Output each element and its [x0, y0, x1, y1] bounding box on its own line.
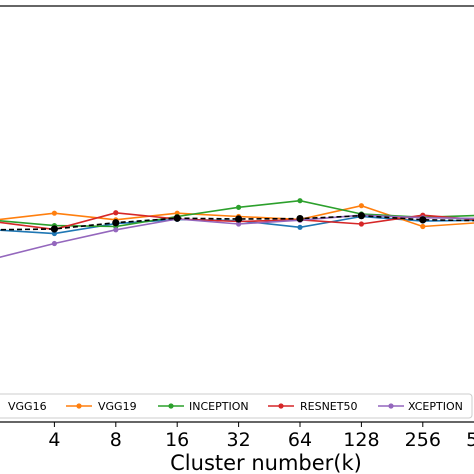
- x-tick-label: 512: [466, 429, 474, 451]
- legend-label: INCEPTION: [189, 400, 249, 413]
- plot-frame: [0, 5, 474, 423]
- data-point: [113, 210, 119, 216]
- legend-entry-inception: INCEPTION: [158, 400, 249, 413]
- legend-entry-vgg19: VGG19: [66, 400, 137, 413]
- x-tick-label: 8: [110, 429, 122, 451]
- x-tick-label: 256: [405, 429, 441, 451]
- legend-swatch-marker: [388, 403, 394, 409]
- mean-point: [50, 225, 59, 233]
- legend: VGG16 VGG19 INCEPTION RESNET50 XCEPTION: [0, 393, 473, 419]
- data-point: [236, 204, 242, 210]
- legend-entry-xception: XCEPTION: [378, 400, 463, 413]
- x-tick-label: 128: [343, 429, 379, 451]
- data-point: [236, 221, 242, 227]
- legend-label: RESNET50: [300, 400, 357, 413]
- legend-label: XCEPTION: [408, 400, 463, 413]
- x-tick-label: 32: [227, 429, 251, 451]
- x-axis: 248163264128256512: [48, 422, 474, 451]
- data-point: [51, 210, 58, 216]
- legend-entry-vgg16: VGG16: [8, 400, 47, 413]
- legend-swatch-marker: [278, 403, 284, 409]
- x-tick-label: 64: [288, 429, 312, 451]
- data-point: [358, 203, 364, 209]
- legend-box: [0, 393, 473, 419]
- legend-label: VGG16: [8, 400, 47, 413]
- plot-frame-layer: [0, 5, 474, 423]
- legend-swatch-marker: [76, 403, 82, 409]
- data-point: [297, 224, 303, 230]
- x-tick-label: 16: [165, 429, 189, 451]
- data-point: [420, 223, 426, 230]
- data-point: [297, 198, 303, 204]
- series-layer: [0, 198, 474, 258]
- legend-label: VGG19: [98, 400, 137, 413]
- mean-point: [357, 212, 365, 220]
- data-point: [51, 240, 58, 247]
- mean-point: [112, 219, 120, 227]
- mean-series: [0, 212, 474, 233]
- mean-point: [235, 215, 243, 223]
- legend-entry-resnet50: RESNET50: [268, 400, 357, 413]
- data-point: [358, 221, 364, 227]
- x-axis-label: Cluster number(k): [170, 451, 362, 474]
- mean-point: [296, 214, 304, 223]
- legend-swatch-marker: [168, 403, 174, 409]
- mean-line: [0, 214, 474, 231]
- mean-point: [419, 216, 427, 224]
- data-point: [113, 227, 119, 233]
- mean-point: [173, 214, 181, 222]
- x-tick-label: 4: [48, 429, 60, 451]
